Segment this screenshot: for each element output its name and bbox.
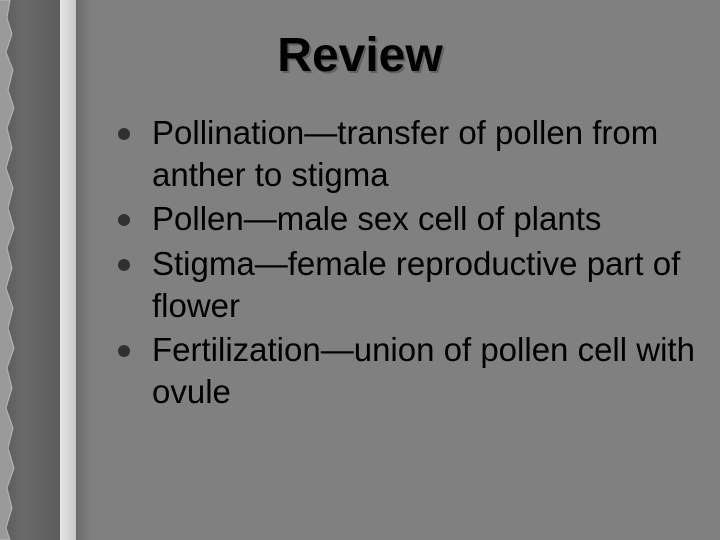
bullet-icon <box>118 214 130 226</box>
bullet-text: Stigma—female reproductive part of flowe… <box>152 243 716 327</box>
list-item: Stigma—female reproductive part of flowe… <box>118 243 716 327</box>
bullet-text: Fertilization—union of pollen cell with … <box>152 329 716 413</box>
list-item: Pollen—male sex cell of plants <box>118 198 716 240</box>
list-item: Fertilization—union of pollen cell with … <box>118 329 716 413</box>
bullet-text: Pollen—male sex cell of plants <box>152 198 601 240</box>
bullet-icon <box>118 128 130 140</box>
slide: Review Pollination—transfer of pollen fr… <box>0 0 720 540</box>
slide-body: Pollination—transfer of pollen from anth… <box>118 112 716 416</box>
bullet-text: Pollination—transfer of pollen from anth… <box>152 112 716 196</box>
bullet-icon <box>118 259 130 271</box>
slide-title: Review <box>0 28 720 83</box>
list-item: Pollination—transfer of pollen from anth… <box>118 112 716 196</box>
bullet-icon <box>118 345 130 357</box>
